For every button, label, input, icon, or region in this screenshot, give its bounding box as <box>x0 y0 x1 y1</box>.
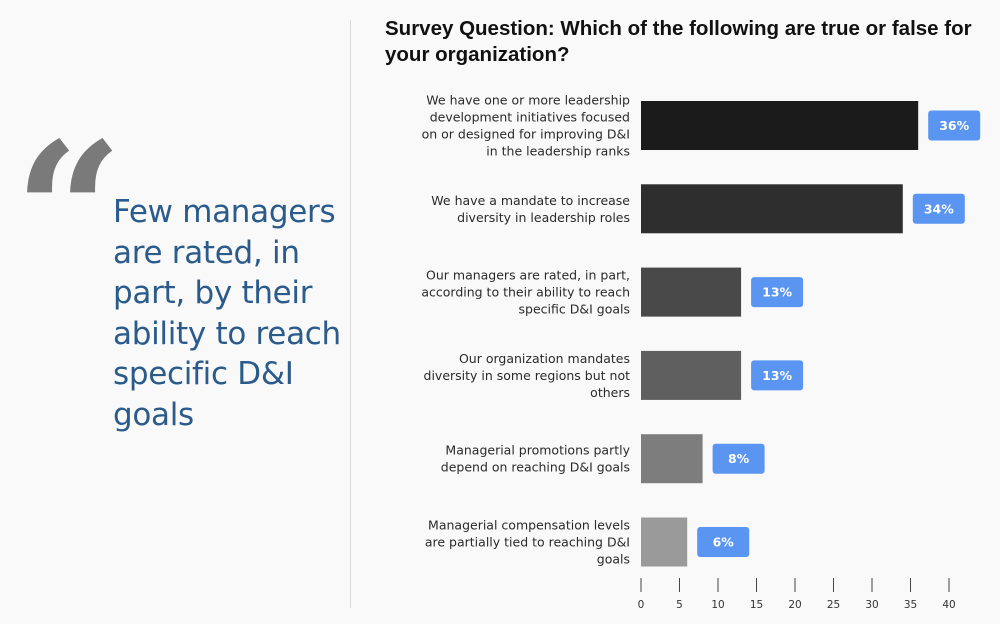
category-label-2: Our managers are rated, in part, accordin… <box>421 268 630 317</box>
value-label-3: 13% <box>762 368 792 383</box>
x-tick-label-0: 0 <box>638 599 645 611</box>
value-badge-4 <box>712 443 765 474</box>
value-label-0: 36% <box>939 118 969 133</box>
bar-1 <box>641 184 903 234</box>
value-badge-3 <box>751 360 804 391</box>
x-tick-label-1: 5 <box>676 599 683 611</box>
value-label-5: 6% <box>713 535 735 550</box>
vertical-divider <box>350 20 351 608</box>
chart-title: Survey Question: Which of the following … <box>385 17 972 66</box>
x-tick-label-6: 30 <box>865 599 878 611</box>
category-label-0: We have one or more leadership developmen… <box>422 93 630 159</box>
quote-mark-icon: “ <box>14 101 124 324</box>
value-badge-0 <box>928 110 981 141</box>
x-tick-label-7: 35 <box>904 599 917 611</box>
x-tick-label-2: 10 <box>711 599 724 611</box>
category-label-3: Our organization mandates diversity in so… <box>424 351 631 400</box>
bar-0 <box>641 101 919 150</box>
value-badge-5 <box>697 527 750 557</box>
value-badge-2 <box>751 277 804 308</box>
bar-5 <box>641 517 688 567</box>
bar-3 <box>641 350 742 400</box>
x-tick-label-5: 25 <box>827 599 840 611</box>
x-tick-label-3: 15 <box>750 599 763 611</box>
bar-2 <box>641 267 742 317</box>
bar-4 <box>641 434 703 484</box>
x-tick-label-4: 20 <box>788 599 801 611</box>
value-label-2: 13% <box>762 285 792 300</box>
category-label-1: We have a mandate to increase diversity i… <box>431 193 630 225</box>
x-tick-label-8: 40 <box>942 599 955 611</box>
callout-quote: Few managers are rated, in part, by thei… <box>113 194 341 433</box>
value-label-1: 34% <box>924 201 954 216</box>
category-label-5: Managerial compensation levels are partia… <box>425 518 630 567</box>
value-badge-1 <box>912 193 965 224</box>
value-label-4: 8% <box>728 451 750 466</box>
category-label-4: Managerial promotions partly depend on re… <box>441 443 631 475</box>
